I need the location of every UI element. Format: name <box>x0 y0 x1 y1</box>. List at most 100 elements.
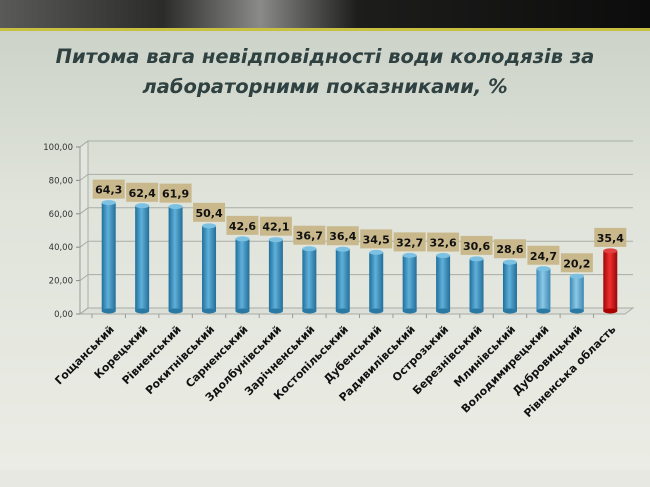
data-label-bg <box>360 229 393 249</box>
category-label: Рівненський <box>120 323 184 387</box>
bar-base <box>402 308 417 314</box>
data-label: 20,2 <box>563 257 590 270</box>
bar-top <box>302 246 317 252</box>
data-label-bg <box>594 227 627 247</box>
data-label: 50,4 <box>195 207 222 220</box>
bar <box>502 262 517 311</box>
y-tick-label: 20,00 <box>49 277 73 287</box>
data-label-bg <box>193 202 226 222</box>
bar-base <box>569 308 584 314</box>
bar-top <box>469 256 484 262</box>
bar-base <box>168 308 183 314</box>
bar-top <box>101 200 116 206</box>
y-tick-label: 60,00 <box>49 210 73 220</box>
bar-base <box>135 308 150 314</box>
side-wall <box>79 140 89 315</box>
bar-top <box>202 223 217 229</box>
header-banner-image <box>0 0 650 31</box>
y-tick-label: 0,00 <box>54 310 73 320</box>
data-label: 61,9 <box>162 188 189 201</box>
bar <box>603 250 618 311</box>
bar <box>369 252 384 311</box>
bar-base <box>603 308 618 314</box>
bar-top <box>135 203 150 209</box>
bar-base <box>536 308 551 314</box>
bar-base <box>202 308 217 314</box>
bar-base <box>302 308 317 314</box>
data-label: 62,4 <box>129 187 156 200</box>
data-label-bg <box>293 225 326 245</box>
data-label: 24,7 <box>530 250 557 263</box>
category-label: Дубенський <box>321 323 384 386</box>
bar-base <box>369 308 384 314</box>
y-tick-label: 100,00 <box>43 143 73 153</box>
bar-top <box>235 236 250 242</box>
title-line-1: Питома вага невідповідності води колодяз… <box>55 45 595 68</box>
bar-base <box>502 308 517 314</box>
bar-top <box>335 246 350 252</box>
bar-top <box>402 252 417 258</box>
bar <box>202 225 217 311</box>
data-label: 30,6 <box>463 240 490 253</box>
bar-base <box>436 308 451 314</box>
bar <box>569 276 584 311</box>
bar <box>302 248 317 311</box>
y-tick-label: 40,00 <box>49 243 73 253</box>
gridline <box>79 274 633 282</box>
bar-base <box>235 308 250 314</box>
footer-strip <box>0 470 650 487</box>
data-label-bg <box>427 232 460 252</box>
data-label: 32,6 <box>430 237 457 250</box>
data-label-bg <box>226 215 259 235</box>
data-label-bg <box>326 226 359 246</box>
bar <box>235 238 250 311</box>
data-label: 42,1 <box>262 221 289 234</box>
bar-base <box>335 308 350 314</box>
data-label-bg <box>259 216 292 236</box>
gridline <box>79 173 633 181</box>
data-label: 64,3 <box>95 184 122 197</box>
data-label-bg <box>527 245 560 265</box>
data-label: 35,4 <box>597 232 624 245</box>
bar-top <box>536 266 551 272</box>
bar-top <box>603 248 618 254</box>
data-label: 34,5 <box>363 233 390 246</box>
bar-base <box>268 308 283 314</box>
bar <box>335 249 350 311</box>
category-label: Гощанський <box>52 323 116 387</box>
data-label: 32,7 <box>396 236 423 249</box>
gridline <box>79 140 633 148</box>
bar <box>469 258 484 311</box>
bar-top <box>168 204 183 210</box>
data-label: 42,6 <box>229 220 256 233</box>
data-label: 36,4 <box>329 230 356 243</box>
data-label-bg <box>560 253 593 273</box>
data-label-bg <box>460 235 493 255</box>
bar-top <box>369 249 384 255</box>
gridline <box>79 207 633 215</box>
bar-top <box>268 237 283 243</box>
bar <box>436 255 451 311</box>
bar-base <box>101 308 116 314</box>
y-tick-label: 80,00 <box>49 176 73 186</box>
data-label: 36,7 <box>296 230 323 243</box>
bar <box>402 255 417 311</box>
bar <box>268 239 283 311</box>
bar-top <box>436 253 451 259</box>
title-line-2: лабораторними показниками, % <box>142 75 508 98</box>
data-label-bg <box>493 239 526 259</box>
slide-title: Питома вага невідповідності води колодяз… <box>0 42 650 102</box>
gridline <box>79 307 633 315</box>
data-label-bg <box>159 183 192 203</box>
data-label-bg <box>92 179 125 199</box>
data-label-bg <box>126 182 159 202</box>
data-label: 28,6 <box>496 243 523 256</box>
bar-top <box>502 259 517 265</box>
bar-top <box>569 273 584 279</box>
data-label-bg <box>393 232 426 252</box>
bar <box>536 268 551 311</box>
bar <box>135 205 150 311</box>
bar <box>168 206 183 311</box>
bar <box>101 202 116 311</box>
